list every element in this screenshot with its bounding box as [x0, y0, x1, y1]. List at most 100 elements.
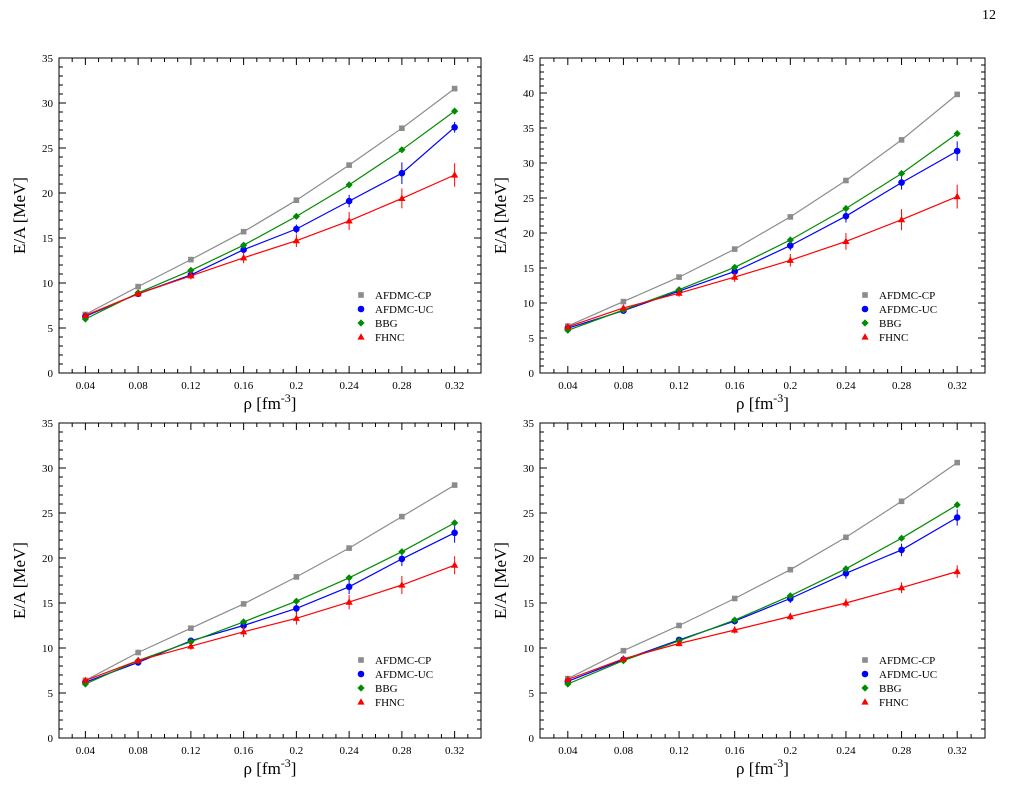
data-point	[842, 599, 850, 606]
x-axis-label: ρ [fm-3]	[736, 756, 789, 778]
data-point	[842, 570, 850, 577]
legend-label: FHNC	[375, 697, 404, 709]
data-point	[398, 169, 406, 177]
legend-marker	[862, 292, 868, 298]
y-tick-label: 0	[529, 733, 535, 745]
y-tick-label: 10	[42, 643, 54, 655]
x-axis-label-sup: -3	[773, 756, 783, 770]
legend-marker	[357, 684, 365, 692]
data-point	[187, 266, 195, 274]
data-point	[188, 256, 194, 263]
data-point	[897, 583, 906, 591]
data-point	[675, 639, 683, 647]
x-tick-label: 0.12	[181, 745, 200, 757]
legend-marker	[357, 698, 365, 705]
data-point	[898, 498, 905, 505]
legend: AFDMC-CP AFDMC-UC BBG FHNC	[861, 655, 937, 709]
series-bbg	[564, 130, 961, 334]
data-point	[786, 592, 794, 600]
legend-marker	[861, 698, 869, 705]
legend-marker	[862, 657, 868, 663]
data-point	[786, 256, 794, 263]
x-tick-label: 0.12	[181, 380, 200, 392]
series-line	[567, 93, 958, 327]
data-point	[953, 147, 961, 155]
data-point	[81, 680, 89, 688]
x-tick-label: 0.32	[948, 745, 967, 757]
data-point	[346, 162, 352, 168]
y-tick-label: 35	[42, 418, 54, 430]
y-tick-label: 35	[42, 53, 54, 65]
legend-marker	[861, 333, 869, 340]
series-line	[85, 110, 455, 320]
data-point	[345, 197, 353, 205]
y-tick-label: 30	[42, 98, 54, 110]
data-point	[954, 91, 960, 98]
y-tick-label: 15	[523, 263, 535, 275]
legend-label: AFDMC-UC	[879, 304, 937, 316]
x-axis-label-sup: -3	[773, 391, 783, 405]
y-tick-label: 25	[523, 193, 535, 205]
y-tick-label: 45	[523, 53, 535, 65]
legend-marker	[861, 305, 869, 313]
series-fhnc	[81, 556, 459, 683]
y-tick-label: 30	[42, 463, 54, 475]
data-point	[135, 283, 141, 290]
data-point	[451, 519, 459, 527]
data-point	[564, 680, 572, 688]
data-point	[787, 214, 794, 220]
plot-frame	[539, 57, 986, 374]
x-tick-label: 0.08	[614, 745, 634, 757]
data-point	[842, 237, 850, 244]
data-point	[399, 125, 405, 131]
y-tick-label: 0	[48, 368, 54, 380]
legend-label: AFDMC-UC	[879, 669, 937, 681]
data-point	[676, 274, 682, 280]
data-point	[676, 622, 682, 629]
data-point	[240, 228, 247, 235]
data-point	[187, 642, 195, 649]
data-point	[398, 146, 406, 154]
y-tick-label: 10	[523, 643, 535, 655]
y-tick-label: 5	[48, 688, 54, 700]
data-point	[675, 289, 683, 296]
data-point	[620, 298, 627, 305]
x-axis-label-tail: ]	[291, 394, 297, 413]
data-point	[564, 675, 572, 683]
legend-marker	[358, 292, 364, 298]
y-tick-label: 15	[42, 233, 54, 245]
data-point	[842, 212, 850, 220]
x-tick-label: 0.28	[392, 380, 412, 392]
x-tick-label: 0.2	[290, 745, 304, 757]
series-afdmc-cp	[565, 91, 960, 329]
legend: AFDMC-CP AFDMC-UC BBG FHNC	[861, 290, 937, 344]
legend: AFDMC-CP AFDMC-UC BBG FHNC	[357, 655, 433, 709]
data-point	[451, 124, 458, 131]
data-point	[898, 137, 905, 143]
y-tick-label: 25	[523, 508, 535, 520]
legend-marker	[861, 684, 869, 692]
y-tick-label: 20	[42, 553, 54, 565]
data-point	[293, 605, 300, 612]
data-point	[187, 638, 195, 646]
series-line	[85, 484, 455, 681]
data-point	[953, 501, 961, 509]
data-point	[731, 626, 739, 633]
data-point	[346, 545, 352, 551]
series-line	[85, 522, 455, 685]
y-tick-label: 35	[523, 123, 535, 135]
y-tick-label: 0	[48, 733, 54, 745]
data-point	[786, 612, 794, 620]
data-point	[451, 561, 459, 568]
data-point	[293, 197, 300, 203]
data-point	[399, 513, 405, 520]
data-point	[843, 534, 849, 541]
legend-marker	[357, 670, 365, 678]
data-point	[619, 655, 628, 662]
x-tick-label: 0.12	[669, 745, 688, 757]
data-point	[293, 225, 300, 233]
series-line	[567, 570, 958, 681]
y-tick-label: 40	[523, 88, 535, 100]
x-tick-label: 0.24	[836, 745, 856, 757]
